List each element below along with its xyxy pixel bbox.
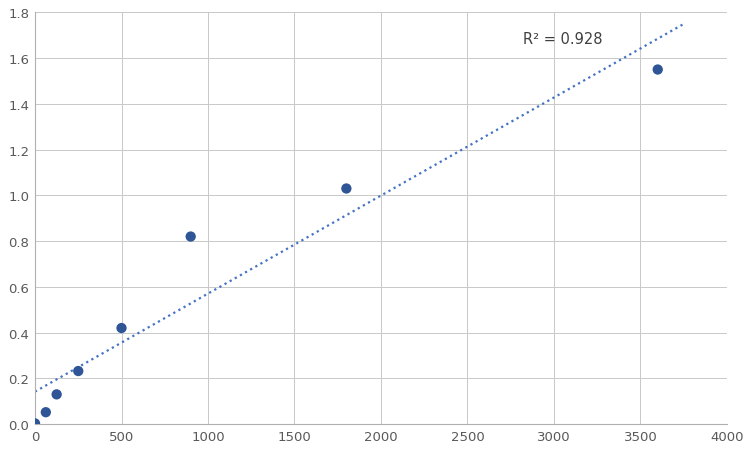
Point (50, 391, 62, 398)
Text: R² = 0.928: R² = 0.928 (523, 32, 602, 46)
Point (652, 67, 664, 74)
Point (40, 409, 52, 416)
Point (72, 368, 84, 375)
Point (341, 185, 353, 193)
Point (185, 233, 197, 240)
Point (29, 420, 41, 427)
Point (116, 325, 128, 332)
